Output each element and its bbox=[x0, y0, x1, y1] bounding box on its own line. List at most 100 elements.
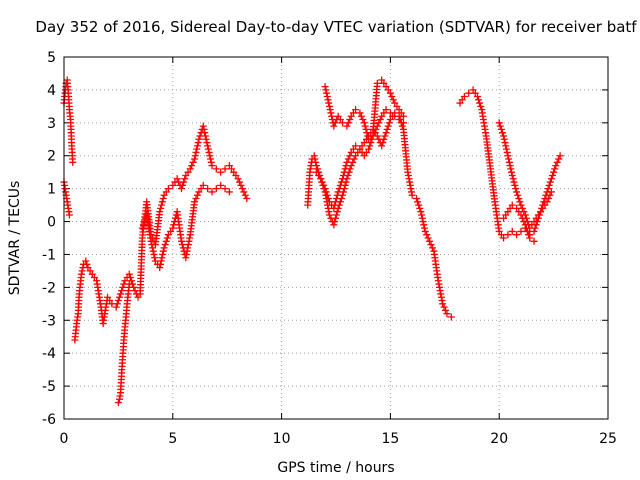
data-point-interp bbox=[314, 165, 322, 173]
data-point-interp bbox=[546, 178, 554, 186]
data-point-interp bbox=[342, 162, 350, 170]
data-point-interp bbox=[323, 89, 331, 97]
data-point-interp bbox=[376, 116, 384, 124]
data-point-interp bbox=[340, 168, 348, 176]
data-point-interp bbox=[550, 168, 558, 176]
data-point-interp bbox=[420, 224, 428, 232]
data-point-interp bbox=[501, 139, 509, 147]
data-point-interp bbox=[523, 227, 531, 235]
data-point-interp bbox=[115, 293, 123, 301]
data-point-interp bbox=[236, 178, 244, 186]
data-point-interp bbox=[414, 198, 422, 206]
data-point bbox=[513, 231, 521, 239]
data-point-interp bbox=[203, 139, 211, 147]
y-tick-label: -2 bbox=[42, 280, 56, 296]
data-point-interp bbox=[157, 201, 165, 209]
data-point-interp bbox=[158, 198, 166, 206]
data-point bbox=[199, 181, 207, 189]
data-point-interp bbox=[502, 145, 510, 153]
data-point bbox=[465, 89, 473, 97]
data-point bbox=[217, 168, 225, 176]
data-point-interp bbox=[553, 158, 561, 166]
data-point bbox=[386, 89, 394, 97]
chart-title: Day 352 of 2016, Sidereal Day-to-day VTE… bbox=[35, 18, 637, 36]
data-point bbox=[112, 303, 120, 311]
data-point bbox=[204, 142, 212, 150]
data-point-interp bbox=[331, 218, 339, 226]
data-point-interp bbox=[509, 175, 517, 183]
data-point-interp bbox=[327, 109, 335, 117]
data-point-interp bbox=[398, 122, 406, 130]
data-point bbox=[530, 227, 538, 235]
data-point-interp bbox=[322, 86, 330, 94]
data-point bbox=[325, 211, 333, 219]
data-point-interp bbox=[379, 139, 387, 147]
data-point bbox=[173, 175, 181, 183]
data-point-interp bbox=[322, 188, 330, 196]
data-point-interp bbox=[193, 145, 201, 153]
plot-frame bbox=[63, 56, 609, 420]
data-point bbox=[147, 237, 155, 245]
data-point-interp bbox=[476, 99, 484, 107]
data-point bbox=[334, 188, 342, 196]
data-point bbox=[330, 221, 338, 229]
y-tick-label: 1 bbox=[47, 182, 56, 198]
data-point-interp bbox=[362, 125, 370, 133]
data-point bbox=[508, 171, 516, 179]
data-point bbox=[399, 119, 407, 127]
data-point-interp bbox=[522, 224, 530, 232]
data-point-interp bbox=[157, 204, 165, 212]
data-point bbox=[530, 237, 538, 245]
data-point-interp bbox=[189, 158, 197, 166]
data-point-interp bbox=[335, 185, 343, 193]
data-point-interp bbox=[545, 181, 553, 189]
data-point-interp bbox=[241, 191, 249, 199]
data-point bbox=[330, 204, 338, 212]
data-point-interp bbox=[500, 135, 508, 143]
data-point bbox=[382, 106, 390, 114]
data-point-interp bbox=[325, 99, 333, 107]
data-point bbox=[521, 221, 529, 229]
data-point-interp bbox=[357, 112, 365, 120]
data-point bbox=[138, 224, 146, 232]
data-point bbox=[378, 142, 386, 150]
data-point-interp bbox=[159, 247, 167, 255]
data-point-interp bbox=[158, 254, 166, 262]
data-point-interp bbox=[555, 155, 563, 163]
data-point bbox=[178, 185, 186, 193]
data-point-interp bbox=[514, 191, 522, 199]
data-point-interp bbox=[318, 178, 326, 186]
data-point bbox=[399, 112, 407, 120]
data-point-interp bbox=[162, 237, 170, 245]
data-point-interp bbox=[497, 125, 505, 133]
data-point-interp bbox=[516, 198, 524, 206]
data-point bbox=[238, 185, 246, 193]
data-point bbox=[426, 237, 434, 245]
data-point-interp bbox=[496, 122, 504, 130]
data-point bbox=[312, 162, 320, 170]
data-point-interp bbox=[506, 162, 514, 170]
data-point bbox=[513, 188, 521, 196]
data-point bbox=[169, 224, 177, 232]
data-point-interp bbox=[424, 234, 432, 242]
data-point bbox=[360, 119, 368, 127]
data-point bbox=[160, 244, 168, 252]
data-point bbox=[217, 181, 225, 189]
data-point-interp bbox=[510, 178, 518, 186]
data-point-interp bbox=[423, 231, 431, 239]
data-point bbox=[221, 185, 229, 193]
data-point-interp bbox=[344, 119, 352, 127]
data-point-interp bbox=[477, 102, 485, 110]
data-point-interp bbox=[359, 116, 367, 124]
data-point-interp bbox=[201, 132, 209, 140]
data-point bbox=[373, 79, 381, 87]
y-tick-label: 0 bbox=[47, 215, 56, 231]
data-point bbox=[339, 175, 347, 183]
data-point bbox=[186, 165, 194, 173]
data-point-interp bbox=[520, 218, 528, 226]
data-point bbox=[199, 122, 207, 130]
data-point-interp bbox=[475, 96, 483, 104]
data-point bbox=[191, 155, 199, 163]
data-point bbox=[421, 227, 429, 235]
